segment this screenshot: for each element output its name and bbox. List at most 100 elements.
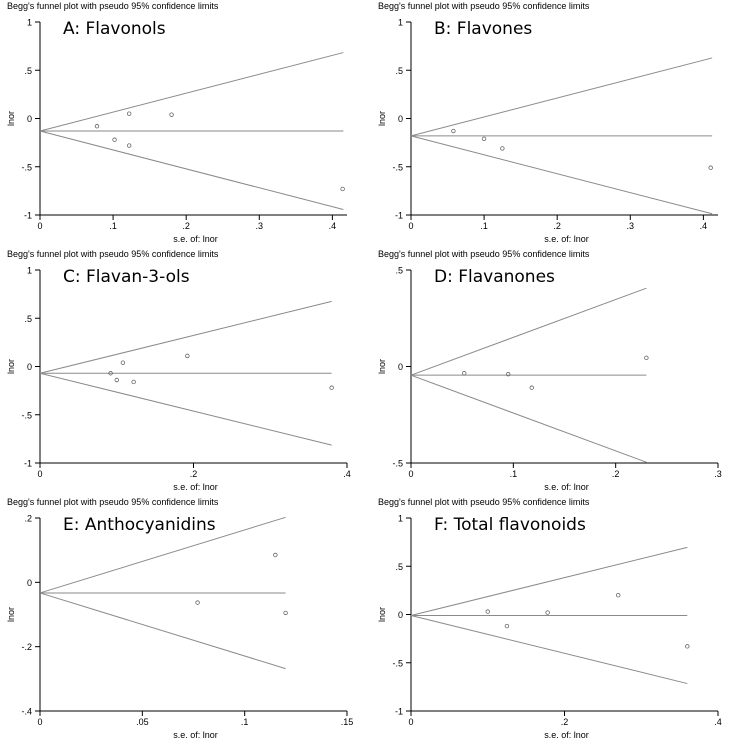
x-axis-label: s.e. of: lnor [173, 730, 218, 740]
study-point [120, 360, 126, 365]
y-tick-label: 0 [27, 114, 32, 124]
lower-confidence-limit [410, 614, 688, 685]
panel-label: C: Flavan-3-ols [63, 267, 190, 287]
x-tick-label: .3 [714, 469, 722, 479]
panel-header: Begg's funnel plot with pseudo 95% confi… [378, 497, 590, 507]
study-point [500, 146, 505, 151]
y-axis-label: lnor [377, 111, 387, 126]
study-point [185, 353, 190, 359]
x-axis-label: s.e. of: lnor [544, 234, 589, 244]
y-tick-label: 0 [27, 578, 32, 588]
panel-header: Begg's funnel plot with pseudo 95% confi… [7, 1, 219, 11]
study-point [708, 165, 713, 170]
x-tick-label: 0 [408, 469, 413, 479]
x-axis-label: s.e. of: lnor [173, 234, 218, 244]
y-tick-label: 0 [398, 610, 403, 620]
panel-label: F: Total flavonoids [434, 515, 586, 535]
study-point [616, 592, 621, 598]
x-tick-label: .2 [190, 469, 198, 479]
lower-confidence-limit [39, 592, 286, 670]
study-point [644, 355, 649, 361]
y-tick-label: -.5 [21, 410, 32, 420]
y-axis-label: lnor [6, 607, 16, 622]
x-axis-label: s.e. of: lnor [173, 482, 218, 492]
y-axis-label: lnor [6, 111, 16, 126]
lower-confidence-limit [39, 372, 332, 446]
funnel-plot-chart: -.5 0 .5 0 .1 .2 .3 s.e. of: lnor lnor [377, 266, 722, 493]
x-tick-label: .2 [612, 469, 620, 479]
x-tick-label: .05 [136, 717, 149, 727]
lower-confidence-limit [410, 374, 647, 463]
x-tick-label: 0 [408, 717, 413, 727]
study-point [195, 600, 200, 605]
study-point [329, 385, 334, 390]
funnel-plot-chart: -1 -.5 0 .5 1 0 .1 .2 .3 .4 s.e. of: lnor lnor [6, 18, 347, 244]
study-point [451, 128, 456, 134]
panel-anthocyanidins: Begg's funnel plot with pseudo 95% confi… [0, 496, 370, 743]
upper-confidence-limit [410, 287, 647, 376]
panel-label: D: Flavanones [434, 267, 555, 287]
y-tick-label: .5 [24, 314, 32, 324]
x-tick-label: 0 [37, 469, 42, 479]
y-tick-label: 1 [27, 18, 32, 28]
x-tick-label: .1 [241, 717, 249, 727]
y-tick-label: 0 [27, 362, 32, 372]
y-tick-label: 0 [398, 362, 403, 372]
x-tick-label: 0 [408, 221, 413, 231]
study-point [94, 124, 100, 129]
panel-flavonols: Begg's funnel plot with pseudo 95% confi… [0, 0, 370, 247]
x-tick-label: .4 [343, 469, 351, 479]
lower-confidence-limit [410, 135, 713, 215]
x-axis-label: s.e. of: lnor [544, 730, 589, 740]
panel-flavan-3-ols: Begg's funnel plot with pseudo 95% confi… [0, 248, 370, 495]
y-tick-label: 1 [398, 514, 403, 524]
panel-flavanones: Begg's funnel plot with pseudo 95% confi… [371, 248, 741, 495]
study-point [545, 610, 550, 615]
upper-confidence-limit [410, 546, 688, 616]
y-tick-label: 1 [27, 266, 32, 276]
y-tick-label: -1 [24, 459, 32, 469]
y-tick-label: -.2 [21, 642, 32, 652]
panel-header: Begg's funnel plot with pseudo 95% confi… [7, 497, 219, 507]
panel-header: Begg's funnel plot with pseudo 95% confi… [7, 249, 219, 259]
y-tick-label: .5 [395, 266, 403, 276]
y-axis-label: lnor [377, 359, 387, 374]
y-axis-label: lnor [377, 607, 387, 622]
x-tick-label: 0 [37, 221, 42, 231]
x-tick-label: .1 [480, 221, 488, 231]
x-tick-label: .1 [109, 221, 117, 231]
study-point [114, 377, 119, 383]
study-point [169, 112, 174, 117]
x-tick-label: .4 [714, 717, 722, 727]
y-tick-label: .5 [395, 66, 403, 76]
x-tick-label: .2 [182, 221, 190, 231]
upper-confidence-limit [39, 516, 286, 594]
x-tick-label: .4 [700, 221, 708, 231]
upper-confidence-limit [39, 300, 332, 374]
y-tick-label: .5 [395, 562, 403, 572]
funnel-plot-chart: -1 -.5 0 .5 1 0 .2 .4 s.e. of: lnor lnor [6, 266, 351, 493]
study-point [112, 137, 117, 142]
x-tick-label: .2 [553, 221, 561, 231]
y-tick-label: .5 [24, 66, 32, 76]
x-tick-label: .15 [341, 717, 354, 727]
y-tick-label: -.5 [392, 459, 403, 469]
panel-label: B: Flavones [434, 19, 533, 39]
x-axis-label: s.e. of: lnor [544, 482, 589, 492]
panel-total-flavonoids: Begg's funnel plot with pseudo 95% confi… [371, 496, 741, 743]
y-tick-label: .2 [24, 514, 32, 524]
panel-header: Begg's funnel plot with pseudo 95% confi… [378, 249, 590, 259]
study-point [506, 372, 511, 377]
y-tick-label: 1 [398, 18, 403, 28]
y-tick-label: -.5 [392, 658, 403, 668]
x-tick-label: .2 [561, 717, 569, 727]
x-tick-label: .3 [256, 221, 264, 231]
funnel-plot-chart: -.4 -.2 0 .2 0 .05 .1 .15 s.e. of: lnor lnor [6, 514, 354, 741]
study-point [529, 385, 534, 390]
y-tick-label: -.4 [21, 707, 32, 717]
y-axis-label: lnor [6, 359, 16, 374]
y-tick-label: -1 [395, 211, 403, 221]
study-point [131, 379, 136, 385]
study-point [685, 644, 690, 649]
